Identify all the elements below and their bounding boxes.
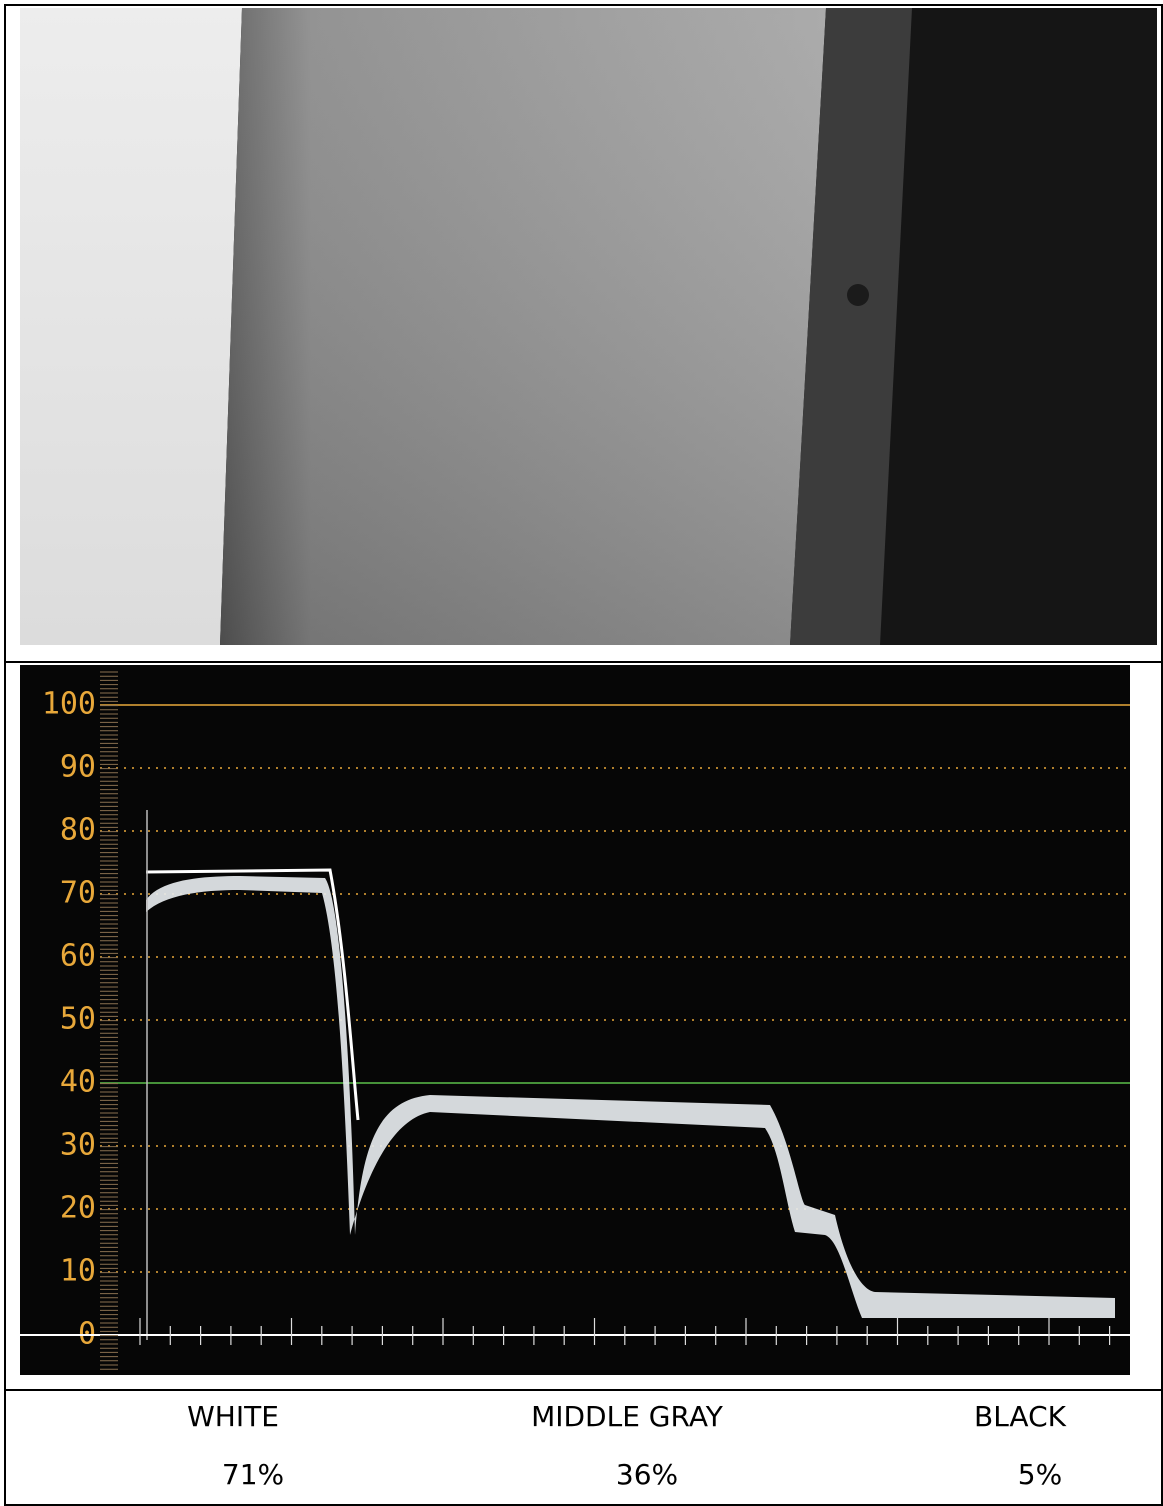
gray-shade — [220, 8, 826, 645]
level-label: 5% — [1018, 1458, 1062, 1491]
white-card — [20, 8, 242, 645]
level-label: 71% — [222, 1458, 284, 1491]
y-tick-label: 30 — [60, 1128, 96, 1163]
y-tick-label: 40 — [60, 1065, 96, 1100]
y-tick-label: 70 — [60, 876, 96, 911]
y-tick-label: 100 — [42, 687, 96, 722]
trace-highlight — [145, 868, 360, 1121]
labels: WHITE 71% MIDDLE GRAY 36% BLACK 5% — [187, 1400, 1067, 1491]
y-tick-label: 50 — [60, 1002, 96, 1037]
column-label: MIDDLE GRAY — [531, 1400, 724, 1433]
y-tick-label: 90 — [60, 750, 96, 785]
table-border — [4, 4, 1163, 1506]
column-label: BLACK — [974, 1400, 1067, 1433]
scope-bg — [20, 665, 1130, 1375]
level-label: 36% — [616, 1458, 678, 1491]
y-tick-label: 10 — [60, 1254, 96, 1289]
photo — [20, 8, 1157, 645]
frame-edge — [790, 8, 912, 645]
column-label: WHITE — [187, 1400, 279, 1433]
y-tick-label: 60 — [60, 939, 96, 974]
knob — [847, 284, 869, 306]
y-tick-label: 20 — [60, 1191, 96, 1226]
y-tick-label: 80 — [60, 813, 96, 848]
